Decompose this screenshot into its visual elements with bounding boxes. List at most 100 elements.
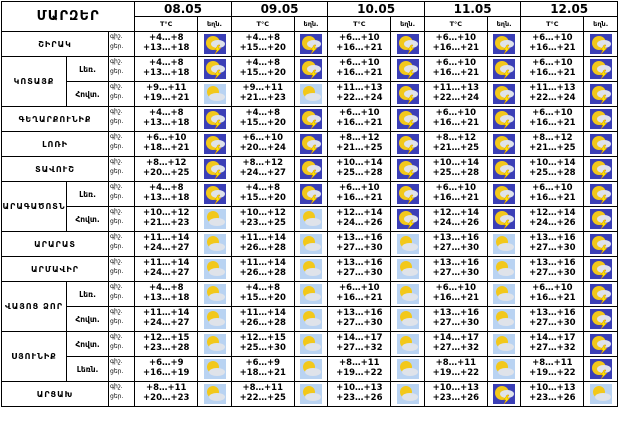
- day-temp: +25…+28: [529, 168, 576, 178]
- temperature-cell: +8…+12 +21…+25: [327, 131, 392, 157]
- weather-cell: [583, 206, 618, 232]
- night-temp: +4…+8: [148, 183, 184, 193]
- weather-cell: [583, 231, 618, 257]
- day-label: ցեր.: [110, 218, 124, 225]
- partly-cloudy-icon: [203, 84, 226, 105]
- night-temp: +6…+10: [435, 283, 477, 293]
- day-temp: +23…+26: [529, 393, 576, 403]
- night-temp: +6…+10: [532, 183, 573, 193]
- temperature-cell: +8…+12 +20…+25: [134, 156, 199, 182]
- thunderstorm-icon: [396, 159, 419, 180]
- weather-cell: [293, 206, 329, 232]
- temperature-cell: +11…+14 +24…+27: [134, 256, 199, 282]
- temperature-cell: +6…+9 +16…+19: [134, 356, 199, 382]
- thunderstorm-icon: [300, 134, 323, 155]
- temp-col-header: T°C: [230, 16, 295, 32]
- night-temp: +11…+14: [143, 308, 190, 318]
- partly-cloudy-icon: [493, 359, 516, 380]
- day-temp: +27…+30: [529, 318, 576, 328]
- day-temp: +24…+26: [529, 218, 576, 228]
- thunderstorm-icon: [493, 184, 516, 205]
- night-temp: +6…+10: [532, 283, 573, 293]
- night-temp: +6…+10: [339, 283, 380, 293]
- night-temp: +8…+12: [435, 133, 477, 143]
- weather-cell: [293, 81, 329, 107]
- zone-label: Լեռն.: [66, 356, 110, 382]
- weather-cell: [486, 231, 522, 257]
- weather-cell: [486, 181, 522, 207]
- region-name: ԱՐՑԱԽ: [0, 381, 110, 407]
- temperature-cell: +6…+10 +16…+21: [327, 31, 392, 57]
- night-label: գիշ.: [110, 158, 123, 165]
- table-row: Լեռն. գիշ. ցեր. +6…+9 +16…+19 +6…+9 +18…+21 +8……: [2, 356, 618, 382]
- night-temp: +8…+12: [339, 133, 380, 143]
- weather-cell: [197, 356, 232, 382]
- date-header: 08.05: [134, 1, 232, 17]
- day-temp: +24…+27: [143, 318, 190, 328]
- thunderstorm-icon: [493, 109, 516, 130]
- weather-cell: [486, 156, 522, 182]
- temperature-cell: +6…+10 +16…+21: [423, 56, 488, 82]
- partly-cloudy-icon: [493, 234, 516, 255]
- date-header: 11.05: [423, 1, 522, 17]
- temperature-cell: +12…+15 +25…+30: [230, 331, 295, 357]
- thunderstorm-icon: [396, 84, 419, 105]
- night-temp: +12…+14: [529, 208, 576, 218]
- day-temp: +24…+26: [432, 218, 480, 228]
- temperature-cell: +6…+10 +16…+21: [423, 181, 488, 207]
- night-temp: +4…+8: [245, 108, 281, 118]
- temperature-cell: +6…+10 +16…+21: [327, 106, 392, 132]
- night-label: գիշ.: [110, 58, 123, 65]
- night-label: գիշ.: [110, 383, 123, 390]
- region-name: ՍՅՈՒՆԻՔ: [0, 331, 68, 382]
- weather-cell: [583, 181, 618, 207]
- night-temp: +6…+10: [435, 108, 477, 118]
- day-temp: +22…+25: [239, 393, 286, 403]
- day-temp: +27…+30: [432, 318, 480, 328]
- day-temp: +16…+21: [432, 68, 480, 78]
- day-temp: +23…+25: [239, 218, 286, 228]
- night-label: գիշ.: [110, 308, 123, 315]
- thunderstorm-icon: [300, 109, 323, 130]
- weather-cell: [197, 81, 232, 107]
- night-temp: +8…+12: [242, 158, 284, 168]
- temperature-cell: +14…+17 +27…+32: [327, 331, 392, 357]
- partly-cloudy-icon: [203, 209, 226, 230]
- thunderstorm-icon: [203, 109, 226, 130]
- region-name: ԱՐԱԳԱԾՈՏՆ: [0, 181, 68, 232]
- table-row: Հովտ. գիշ. ցեր. +11…+14 +24…+27 +11…+14 +26…+2…: [2, 306, 618, 332]
- thunderstorm-icon: [396, 59, 419, 80]
- temperature-cell: +6…+10 +16…+21: [423, 281, 488, 307]
- weather-cell: [486, 206, 522, 232]
- night-temp: +14…+17: [529, 333, 576, 343]
- weather-cell: [390, 356, 425, 382]
- night-label: գիշ.: [110, 208, 123, 215]
- weather-cell: [583, 156, 618, 182]
- night-temp: +4…+8: [148, 33, 184, 43]
- temperature-cell: +6…+10 +16…+21: [520, 181, 585, 207]
- partly-cloudy-icon: [300, 234, 323, 255]
- partly-cloudy-icon: [203, 359, 226, 380]
- region-name: ՇԻՐԱԿ: [0, 31, 110, 57]
- night-temp: +9…+11: [242, 83, 284, 93]
- temperature-cell: +4…+8 +13…+18: [134, 181, 199, 207]
- temperature-cell: +6…+10 +18…+21: [134, 131, 199, 157]
- thunderstorm-icon: [589, 159, 612, 180]
- day-temp: +18…+21: [239, 368, 286, 378]
- night-temp: +12…+15: [143, 333, 190, 343]
- time-of-day: գիշ. ցեր.: [108, 281, 136, 307]
- table-row: ԳԵՂԱՐՔՈՒՆԻՔ գիշ. ցեր. +4…+8 +13…+18 +4…+8 +15……: [0, 106, 618, 132]
- temperature-cell: +8…+11 +19…+22: [520, 356, 585, 382]
- weather-cell: [197, 31, 232, 57]
- day-label: ցեր.: [110, 143, 124, 150]
- temperature-cell: +14…+17 +27…+32: [423, 331, 488, 357]
- weather-cell: [293, 106, 329, 132]
- night-temp: +6…+10: [532, 58, 573, 68]
- table-row: ՎԱՅՈՑ ՁՈՐ Լեռ. գիշ. ցեր. +4…+8 +13…+18 +4…+8 +1…: [0, 281, 618, 332]
- temp-col-header: T°C: [134, 16, 199, 32]
- time-of-day: գիշ. ցեր.: [108, 181, 136, 207]
- weather-cell: [293, 156, 329, 182]
- night-label: գիշ.: [110, 333, 123, 340]
- day-temp: +20…+23: [143, 393, 190, 403]
- weather-cell: [293, 281, 329, 307]
